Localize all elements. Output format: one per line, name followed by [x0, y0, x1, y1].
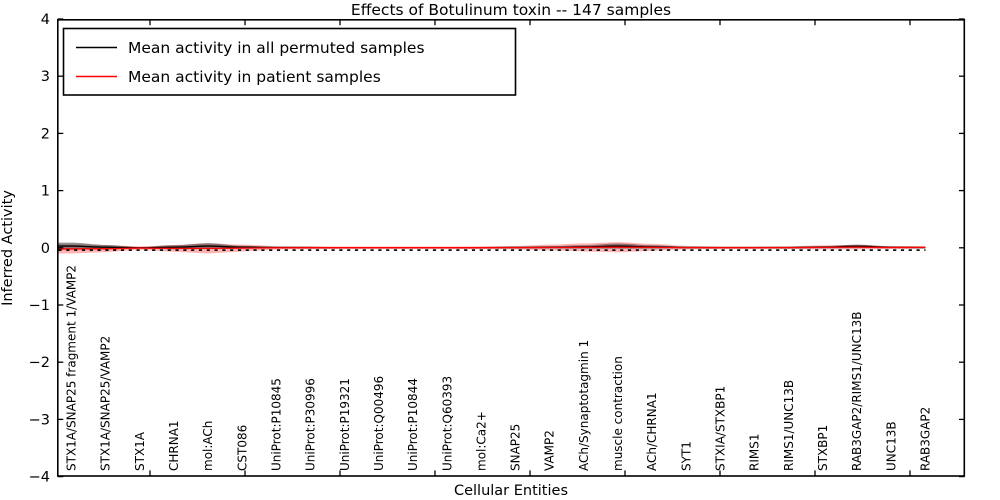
x-category-label: UniProt:P10844	[406, 378, 420, 471]
x-category-label: RIMS1/UNC13B	[782, 380, 796, 471]
y-tick-label: 0	[41, 241, 50, 257]
y-tick-label: 3	[41, 69, 50, 85]
legend: Mean activity in all permuted samples Me…	[62, 27, 517, 96]
x-category-label: SNAP25	[509, 424, 523, 471]
x-category-label: mol:Ca2+	[474, 411, 488, 471]
y-tick-label: 2	[41, 126, 50, 142]
x-category-label: RIMS1	[748, 434, 762, 471]
y-tick-label: 4	[41, 12, 50, 28]
x-category-label: STX1A/SNAP25 fragment 1/VAMP2	[65, 265, 79, 471]
legend-label-permuted: Mean activity in all permuted samples	[128, 39, 425, 57]
x-category-label: VAMP2	[543, 430, 557, 471]
y-tick-label: −3	[29, 412, 50, 428]
x-category-label: SYT1	[679, 441, 693, 471]
y-tick-labels: 4 3 2 1 0 −1 −2 −3 −4	[29, 12, 50, 486]
x-category-label: CST086	[235, 425, 249, 471]
x-axis-label: Cellular Entities	[454, 483, 568, 499]
y-tick-label: −4	[29, 470, 50, 486]
y-tick-label: −1	[29, 298, 50, 314]
x-category-label: RAB3GAP2/RIMS1/UNC13B	[850, 311, 864, 471]
x-category-label: CHRNA1	[167, 420, 181, 471]
plot-frame	[56, 18, 966, 477]
y-tick-label: −2	[29, 355, 50, 371]
y-tick-label: 1	[41, 184, 50, 200]
y-axis-label: Inferred Activity	[0, 190, 16, 306]
series-line-patient	[58, 246, 926, 250]
x-category-label: UniProt:P30996	[304, 378, 318, 471]
legend-label-patient: Mean activity in patient samples	[128, 68, 381, 86]
x-category-label: ACh/CHRNA1	[645, 392, 659, 471]
x-category-label: UNC13B	[884, 421, 898, 471]
axis-ticks	[57, 18, 965, 478]
x-category-label: ACh/Synaptotagmin 1	[577, 340, 591, 471]
x-category-label: STXBP1	[816, 425, 830, 471]
x-category-label: STX1A/SNAP25/VAMP2	[99, 336, 113, 471]
x-category-label: UniProt:Q00496	[372, 376, 386, 471]
x-category-label: STX1A	[133, 431, 147, 471]
x-category-label: UniProt:Q60393	[440, 376, 454, 471]
series-lines	[58, 245, 926, 251]
x-category-label: RAB3GAP2	[919, 407, 933, 471]
legend-frame	[62, 27, 517, 96]
x-category-labels: STX1A/SNAP25 fragment 1/VAMP2 STX1A/SNAP2…	[65, 265, 933, 471]
x-category-label: muscle contraction	[611, 356, 625, 471]
x-category-label: UniProt:P19321	[338, 378, 352, 471]
x-category-label: UniProt:P10845	[270, 378, 284, 471]
x-category-label: mol:ACh	[201, 421, 215, 471]
chart-title: Effects of Botulinum toxin -- 147 sample…	[351, 1, 671, 19]
x-category-label: STXIA/STXBP1	[714, 386, 728, 471]
